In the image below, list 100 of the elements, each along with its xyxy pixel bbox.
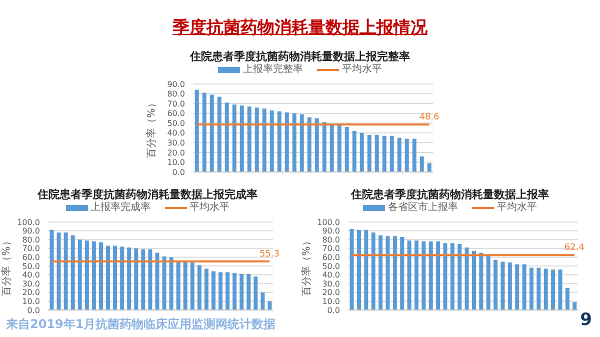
- y-tick-label: 40.0: [167, 128, 185, 138]
- bar: [155, 252, 160, 310]
- y-axis-title: 百分率（%）: [300, 236, 313, 296]
- y-tick-label: 100.0: [17, 218, 40, 227]
- text: 9: [580, 310, 592, 330]
- bar: [218, 272, 223, 310]
- bar: [378, 235, 383, 310]
- bar: [162, 256, 166, 310]
- bar: [84, 240, 89, 310]
- chart-title: 住院患者季度抗菌药物消耗量数据上报完成率: [36, 188, 258, 202]
- bar: [536, 268, 541, 310]
- bar: [458, 244, 462, 310]
- bar: [392, 236, 397, 310]
- bar: [360, 132, 364, 172]
- bar: [386, 236, 390, 310]
- bar: [169, 257, 174, 310]
- bar: [78, 240, 82, 310]
- bar: [134, 248, 138, 310]
- legend-label: 各省区市上报率: [387, 202, 458, 214]
- bar: [120, 246, 124, 310]
- chart-title: 住院患者季度抗菌药物消耗量数据上报率: [350, 188, 550, 202]
- data-label: 55.3: [259, 249, 280, 260]
- bar: [472, 251, 476, 310]
- bar: [176, 262, 180, 310]
- bar: [211, 271, 216, 310]
- chart-title: 住院患者季度抗菌药物消耗量数据上报完整率: [188, 50, 411, 64]
- bar: [210, 94, 214, 172]
- data-label: 62.4: [564, 243, 585, 254]
- y-tick-label: 20.0: [22, 288, 40, 298]
- bar: [371, 232, 376, 310]
- y-tick-label: 70.0: [22, 244, 40, 254]
- y-tick-label: 80.0: [167, 90, 185, 99]
- bar: [551, 270, 556, 310]
- bar: [202, 92, 206, 172]
- bar: [141, 249, 146, 310]
- bar: [224, 102, 229, 172]
- bar: [450, 243, 454, 310]
- bar: [428, 241, 433, 310]
- bar: [412, 138, 416, 172]
- legend-label: 平均水平: [496, 202, 537, 214]
- y-tick-label: 80.0: [322, 235, 340, 244]
- y-tick-label: 40.0: [22, 270, 40, 280]
- bar: [350, 229, 354, 310]
- bar: [515, 264, 520, 310]
- legend-label: 平均水平: [341, 64, 382, 76]
- bar: [400, 236, 404, 310]
- y-tick-label: 60.0: [22, 253, 40, 262]
- y-tick-label: 40.0: [322, 270, 340, 280]
- bar: [390, 136, 394, 172]
- bar: [374, 134, 379, 172]
- bar: [486, 254, 490, 310]
- y-axis-title: 百分率（%）: [146, 98, 158, 158]
- y-tick-label: 50.0: [22, 262, 40, 271]
- bar: [106, 246, 110, 310]
- text: 来自2019年1月抗菌药物临床应用监测网统计数据: [6, 316, 276, 333]
- bar: [232, 273, 237, 310]
- bar: [254, 107, 259, 172]
- bar: [270, 110, 274, 172]
- bar: [50, 230, 54, 310]
- bar: [544, 268, 548, 310]
- bar: [529, 268, 534, 310]
- bar: [307, 117, 312, 172]
- bar: [464, 248, 469, 310]
- y-tick-label: 0.0: [172, 168, 185, 177]
- y-tick-label: 60.0: [167, 109, 185, 118]
- bar: [427, 163, 432, 172]
- bar: [70, 235, 75, 310]
- y-tick-label: 20.0: [322, 288, 340, 298]
- bar: [262, 108, 266, 172]
- bar: [292, 113, 296, 172]
- bar: [443, 243, 448, 310]
- bar: [494, 260, 498, 310]
- bar: [397, 138, 402, 172]
- bar: [56, 232, 61, 310]
- y-tick-label: 90.0: [322, 226, 340, 236]
- bar: [367, 134, 372, 172]
- bar: [226, 272, 230, 310]
- bar: [382, 136, 386, 172]
- bar: [204, 268, 208, 310]
- bar: [183, 262, 188, 310]
- bar: [277, 111, 282, 172]
- bar: [508, 262, 512, 310]
- y-tick-label: 30.0: [22, 279, 40, 288]
- y-tick-label: 100.0: [317, 218, 340, 227]
- bar: [572, 302, 577, 310]
- bar: [352, 130, 356, 172]
- y-tick-label: 70.0: [322, 244, 340, 254]
- bar: [407, 240, 412, 310]
- y-tick-label: 10.0: [22, 297, 40, 306]
- y-tick-label: 90.0: [22, 226, 40, 236]
- bar: [246, 274, 251, 310]
- bar: [565, 288, 570, 310]
- bar: [404, 138, 409, 172]
- y-tick-label: 10.0: [322, 297, 340, 306]
- bar: [500, 262, 505, 310]
- bar: [300, 114, 304, 172]
- text: 季度抗菌药物消耗量数据上报情况: [172, 17, 428, 39]
- bar: [356, 230, 361, 310]
- y-tick-label: 30.0: [322, 279, 340, 288]
- bar: [414, 240, 418, 310]
